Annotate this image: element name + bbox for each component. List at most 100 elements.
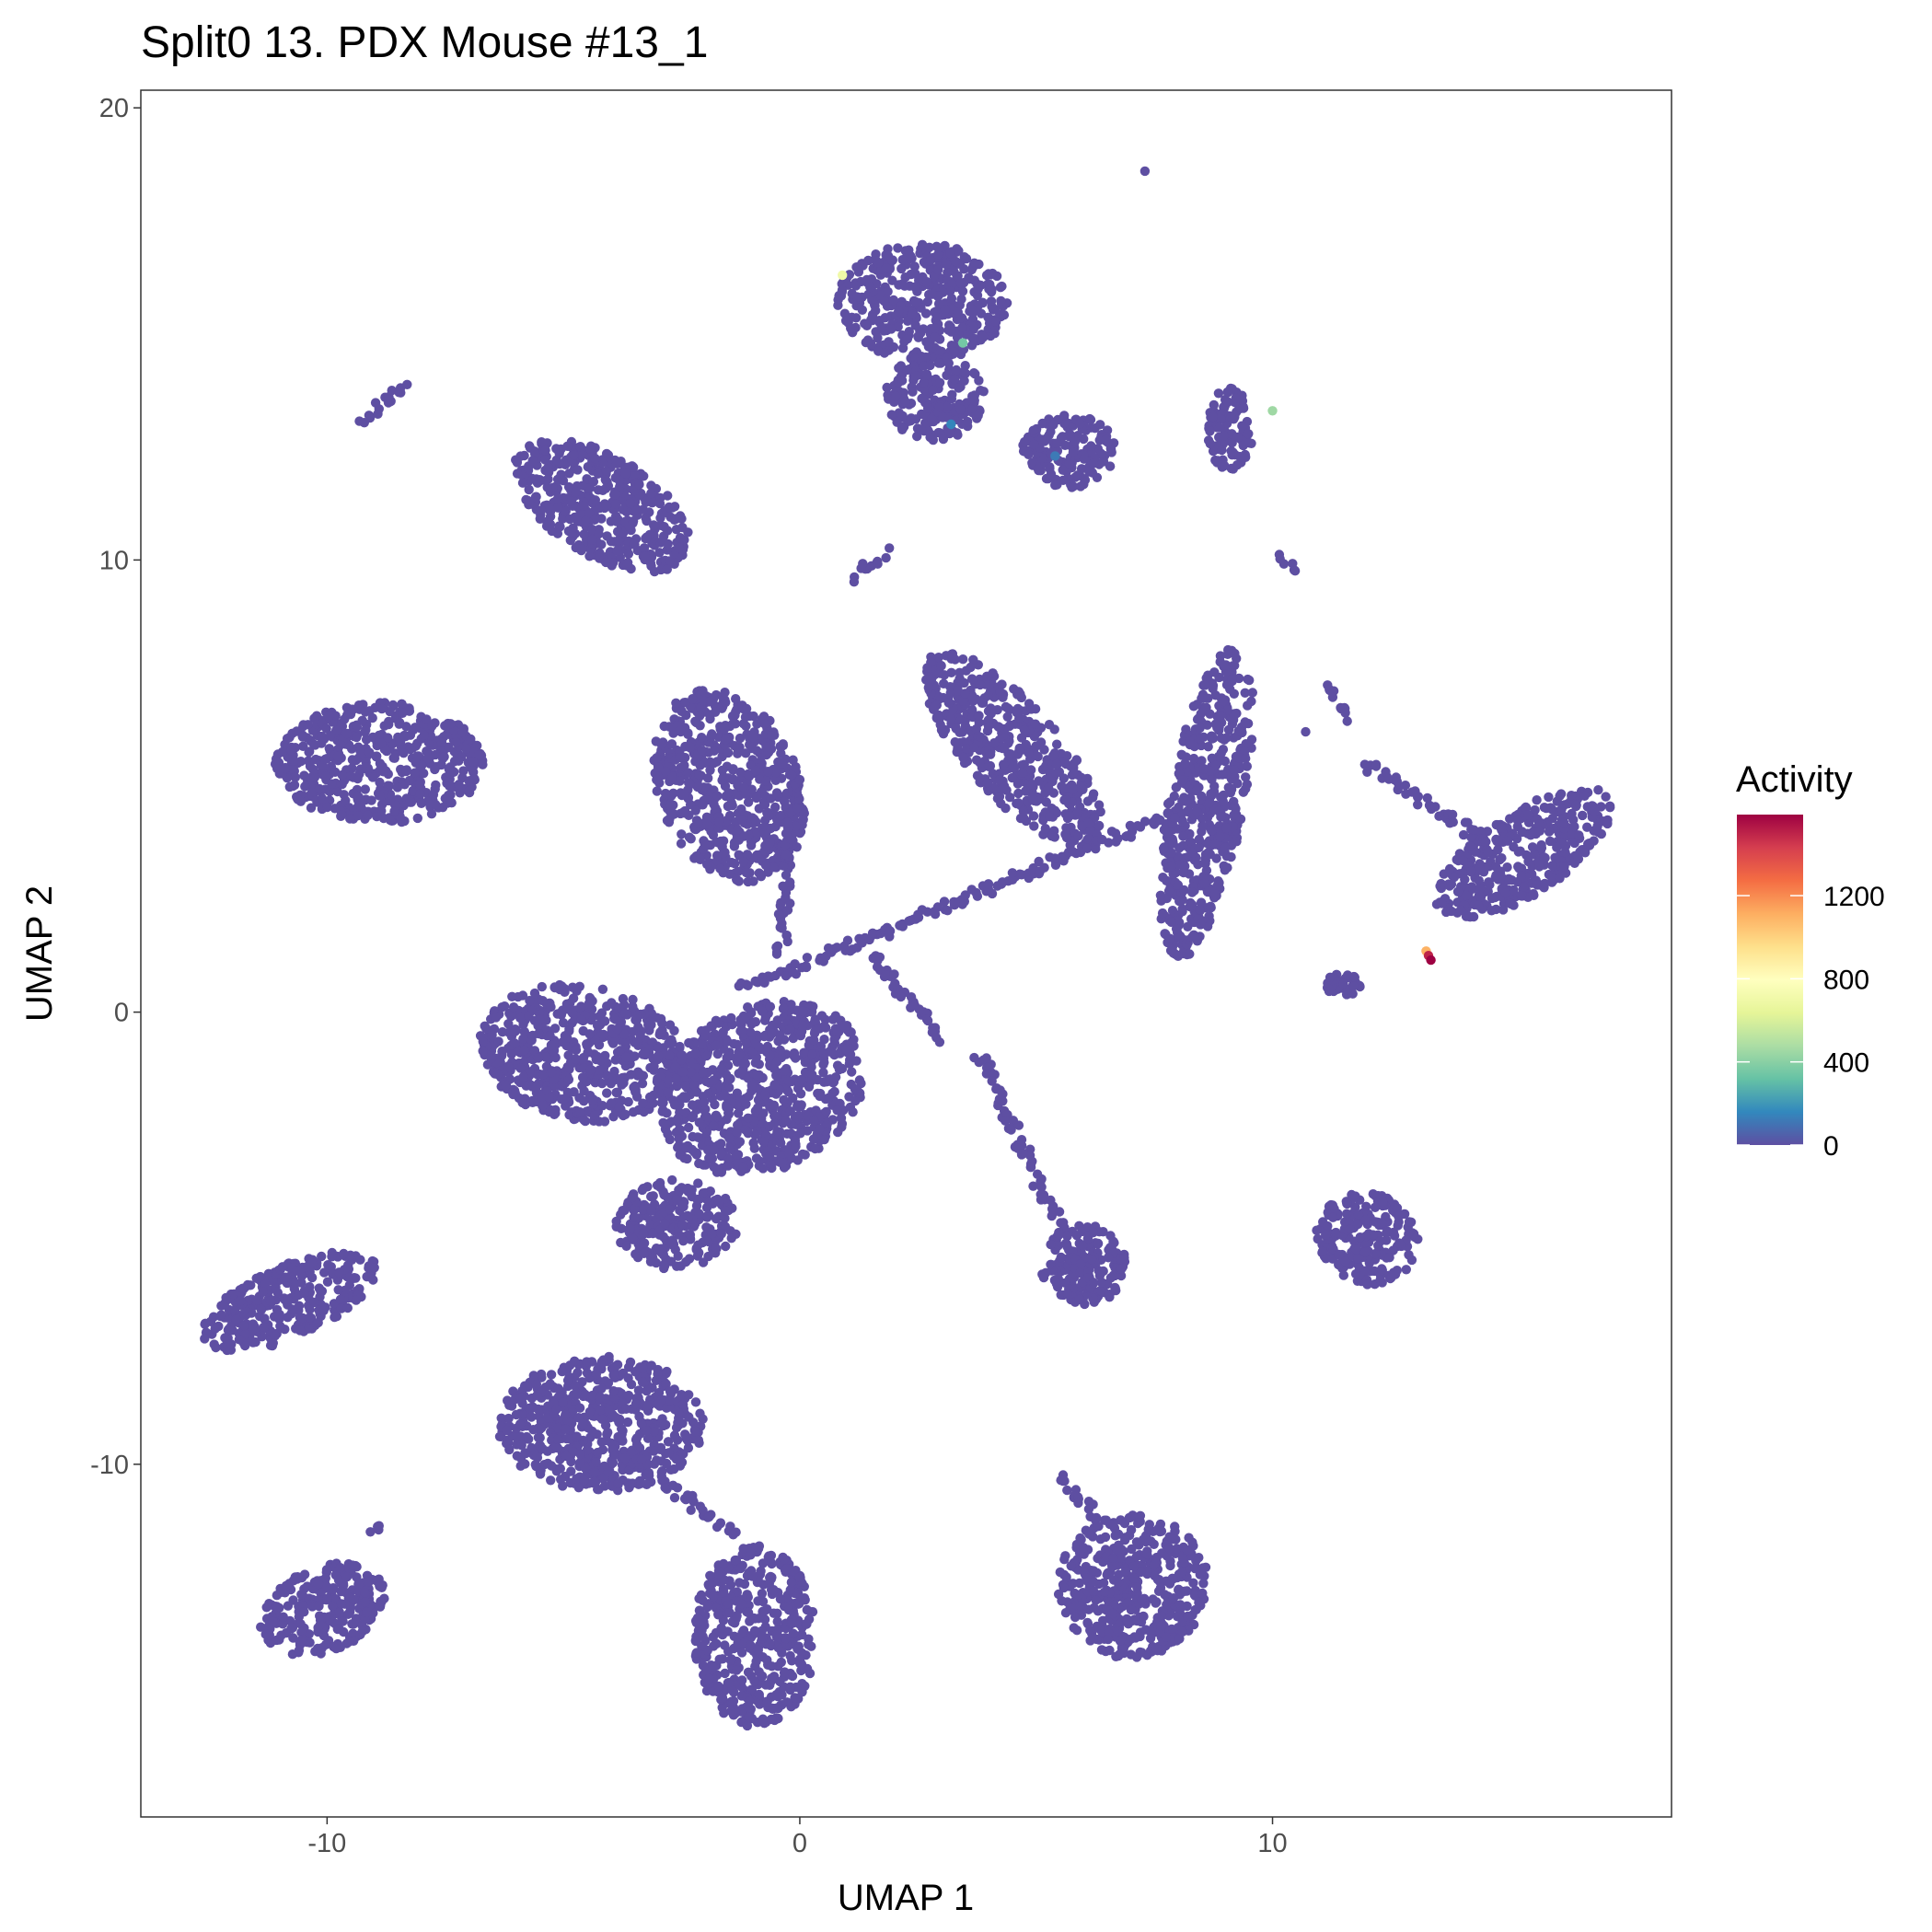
data-point	[277, 1262, 288, 1272]
data-point	[943, 267, 953, 278]
data-point	[510, 1038, 520, 1048]
data-point	[973, 283, 983, 294]
data-point	[761, 742, 771, 752]
data-point	[474, 750, 484, 760]
data-point	[579, 501, 589, 511]
data-point	[677, 1067, 688, 1077]
data-point	[557, 1366, 567, 1377]
data-point	[404, 775, 415, 786]
data-point	[741, 867, 751, 878]
data-point	[663, 491, 673, 501]
data-point	[694, 1209, 704, 1219]
data-point	[660, 788, 671, 799]
data-point	[663, 538, 673, 550]
data-point	[899, 281, 910, 291]
data-point	[741, 1038, 752, 1048]
data-point	[1036, 434, 1047, 445]
data-point	[743, 1002, 753, 1012]
data-point	[596, 1359, 606, 1371]
data-point	[392, 782, 403, 792]
data-point	[1072, 470, 1082, 480]
data-point	[602, 531, 612, 541]
data-point	[836, 1113, 847, 1124]
data-point	[1232, 460, 1243, 470]
data-point	[532, 1391, 542, 1401]
data-point	[739, 831, 749, 841]
data-point	[710, 707, 721, 717]
data-point	[908, 387, 918, 397]
data-point	[815, 1124, 825, 1135]
data-point	[1059, 411, 1070, 421]
data-point	[991, 317, 1001, 327]
data-point	[1101, 434, 1111, 445]
data-point	[588, 477, 599, 487]
data-point	[921, 277, 932, 287]
data-point	[633, 1385, 644, 1395]
data-point	[309, 772, 320, 782]
data-point	[596, 1056, 606, 1066]
data-point	[587, 535, 597, 545]
data-point	[760, 1091, 770, 1102]
data-point	[640, 1047, 650, 1058]
data-point	[1223, 387, 1233, 398]
cluster-12	[256, 1558, 389, 1660]
data-point	[661, 1458, 672, 1469]
data-point	[711, 803, 721, 814]
data-point	[731, 694, 741, 704]
data-point	[364, 706, 375, 716]
data-point	[721, 735, 731, 745]
data-point	[839, 308, 850, 318]
data-point	[613, 1478, 623, 1488]
data-point	[769, 1063, 780, 1074]
data-point	[969, 258, 979, 268]
data-point	[910, 414, 921, 424]
data-point	[728, 719, 738, 729]
data-point	[788, 755, 798, 765]
data-point	[546, 1001, 556, 1012]
data-point	[666, 809, 677, 819]
data-point	[678, 1236, 688, 1246]
data-point	[637, 1377, 648, 1387]
data-point	[779, 1094, 789, 1105]
data-point	[317, 1286, 328, 1297]
data-point	[324, 711, 334, 722]
data-point	[758, 1137, 769, 1147]
cluster-7	[475, 979, 690, 1127]
data-point	[677, 1050, 688, 1060]
data-point	[1214, 422, 1225, 433]
data-point	[611, 516, 621, 526]
data-point	[320, 754, 330, 765]
data-point	[930, 323, 940, 333]
data-point	[494, 1431, 505, 1442]
data-point	[512, 469, 523, 479]
data-point	[351, 1295, 362, 1305]
data-point	[1238, 403, 1249, 413]
data-point	[867, 312, 877, 323]
data-point	[643, 1468, 654, 1478]
data-point	[545, 1031, 555, 1041]
data-point	[652, 786, 662, 796]
data-point	[839, 1022, 850, 1033]
data-point	[1070, 436, 1081, 446]
data-point	[596, 1437, 607, 1447]
data-point	[617, 1433, 627, 1444]
data-point	[671, 1422, 682, 1433]
data-point	[295, 757, 307, 767]
data-point	[772, 1127, 782, 1137]
data-point	[634, 1411, 644, 1422]
data-point	[517, 478, 528, 488]
data-point	[305, 1313, 315, 1323]
data-point	[791, 1141, 801, 1151]
data-point	[712, 791, 723, 801]
data-point	[659, 721, 669, 732]
data-point	[215, 1311, 226, 1322]
data-point	[946, 327, 956, 337]
data-point	[596, 1383, 607, 1394]
data-point	[679, 535, 689, 545]
data-point	[419, 769, 429, 779]
data-point	[1024, 449, 1034, 459]
data-point	[792, 1101, 803, 1112]
data-point	[446, 798, 457, 808]
data-point	[304, 1324, 314, 1334]
